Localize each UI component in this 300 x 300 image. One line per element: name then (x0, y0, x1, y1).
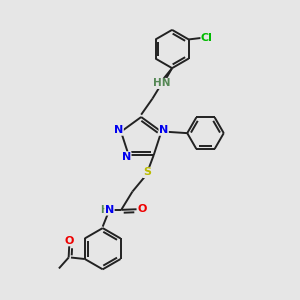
Text: H: H (100, 205, 108, 215)
Text: Cl: Cl (201, 33, 213, 43)
Text: O: O (64, 236, 74, 246)
Text: N: N (105, 205, 114, 215)
Text: N: N (159, 125, 168, 135)
Text: HN: HN (153, 79, 170, 88)
Text: S: S (143, 167, 151, 178)
Text: N: N (114, 125, 123, 135)
Text: O: O (138, 204, 147, 214)
Text: N: N (122, 152, 131, 162)
